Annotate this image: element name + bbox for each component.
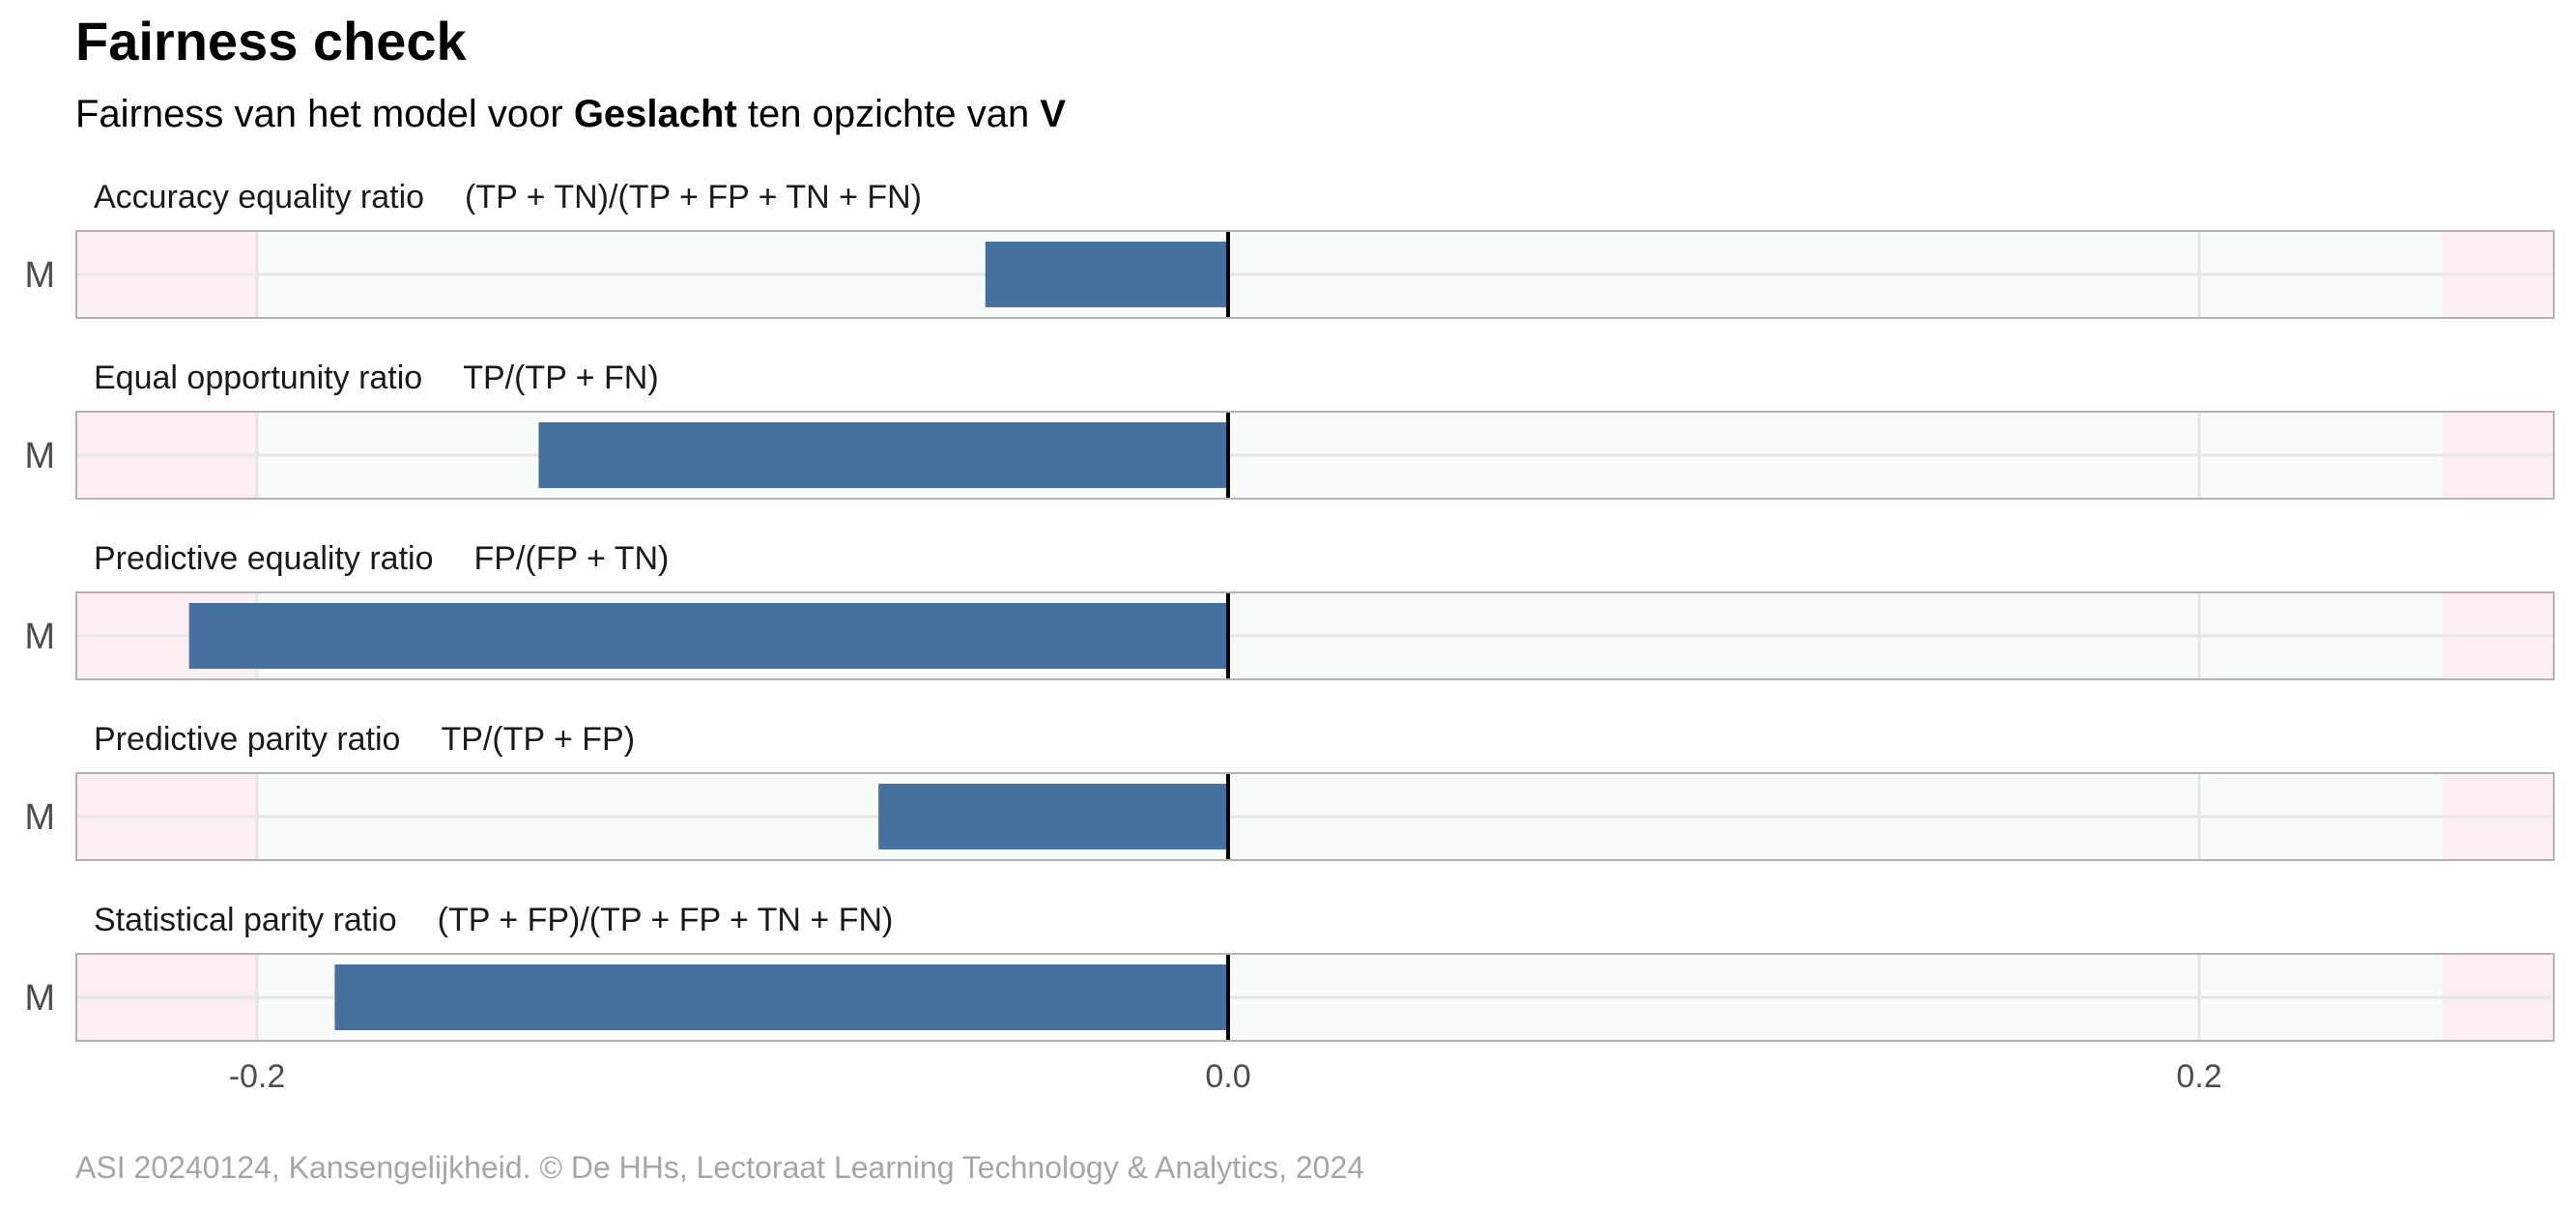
facet-panels: Accuracy equality ratio (TP + TN)/(TP + F…: [24, 179, 2555, 1042]
facet-header: Predictive equality ratio FP/(FP + TN): [94, 540, 669, 577]
subtitle-middle: ten opzichte van: [737, 93, 1041, 135]
category-label: M: [24, 617, 55, 657]
facet-panel: Accuracy equality ratio (TP + TN)/(TP + F…: [24, 179, 2555, 319]
facet-formula: TP/(TP + FN): [463, 360, 658, 396]
facet-formula: (TP + FP)/(TP + FP + TN + FN): [438, 902, 894, 938]
facet-header: Predictive parity ratio TP/(TP + FP): [94, 721, 635, 758]
bar: [985, 242, 1228, 307]
facet-label: Predictive equality ratio: [94, 540, 434, 577]
x-tick-label: -0.2: [229, 1058, 286, 1095]
bar: [878, 784, 1228, 849]
facet-header: Accuracy equality ratio (TP + TN)/(TP + F…: [94, 179, 922, 216]
subtitle-variable: Geslacht: [574, 93, 737, 135]
panel-border: [75, 772, 2555, 861]
facet-label: Statistical parity ratio: [94, 902, 397, 938]
panel-border: [75, 411, 2555, 500]
category-label: M: [24, 436, 55, 476]
facet-header: Statistical parity ratio (TP + FP)/(TP + …: [94, 902, 893, 938]
subtitle-reference: V: [1040, 93, 1066, 135]
category-label: M: [24, 978, 55, 1019]
facet-label: Predictive parity ratio: [94, 721, 400, 758]
facet-label: Equal opportunity ratio: [94, 360, 422, 396]
facet-formula: (TP + TN)/(TP + FP + TN + FN): [465, 179, 922, 216]
x-axis: -0.2 0.0 0.2: [229, 1058, 2222, 1095]
facet-label: Accuracy equality ratio: [94, 179, 424, 216]
facet-formula: FP/(FP + TN): [474, 540, 670, 577]
facet-header: Equal opportunity ratio TP/(TP + FN): [94, 360, 659, 396]
chart-title: Fairness check: [75, 11, 468, 72]
bar: [334, 964, 1228, 1030]
panel-border: [75, 230, 2555, 319]
facet-formula: TP/(TP + FP): [441, 721, 635, 758]
panel-border: [75, 591, 2555, 680]
chart-subtitle: Fairness van het model voor Geslacht ten…: [75, 93, 1066, 135]
category-label: M: [24, 255, 55, 296]
facet-panel: Equal opportunity ratio TP/(TP + FN) M: [24, 360, 2555, 500]
x-tick-label: 0.0: [1205, 1058, 1250, 1095]
subtitle-prefix: Fairness van het model voor: [75, 93, 574, 135]
facet-panel: Statistical parity ratio (TP + FP)/(TP + …: [24, 902, 2555, 1042]
facet-panel: Predictive parity ratio TP/(TP + FP) M: [24, 721, 2555, 861]
x-tick-label: 0.2: [2176, 1058, 2221, 1095]
bar: [538, 422, 1228, 488]
panel-border: [75, 953, 2555, 1042]
chart-caption: ASI 20240124, Kansengelijkheid. © De HHs…: [75, 1150, 1364, 1185]
category-label: M: [24, 797, 55, 838]
facet-panel: Predictive equality ratio FP/(FP + TN) M: [24, 540, 2555, 680]
bar: [188, 603, 1228, 669]
